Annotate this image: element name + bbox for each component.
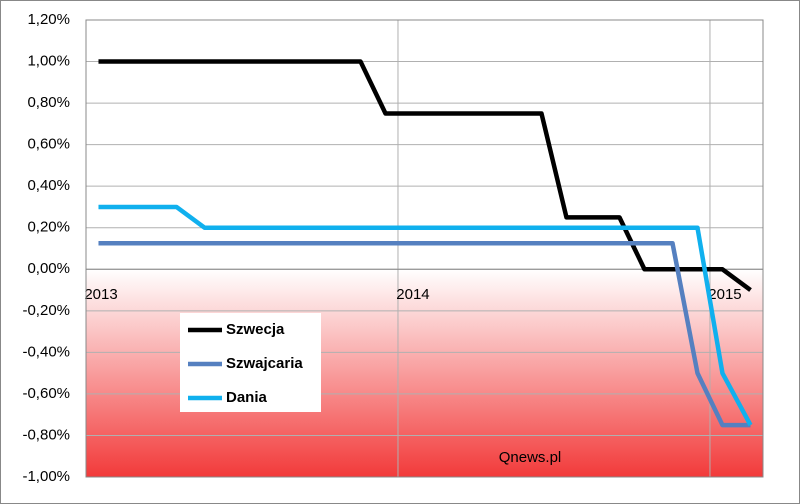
legend-label: Szwecja <box>226 321 285 338</box>
y-tick-label: 0,20% <box>27 219 70 236</box>
series-line <box>98 59 752 292</box>
y-tick-label: -0,40% <box>22 343 70 360</box>
y-tick-label: 0,80% <box>27 94 70 111</box>
y-tick-label: 0,40% <box>27 177 70 194</box>
x-tick-label: 2013 <box>84 286 117 303</box>
legend-label: Szwajcaria <box>226 355 303 372</box>
series-line <box>98 241 751 428</box>
y-tick-label: -0,60% <box>22 385 70 402</box>
series-line <box>98 204 753 427</box>
y-tick-label: 1,20% <box>27 11 70 28</box>
plot-border <box>85 19 764 478</box>
y-tick-label: -0,80% <box>22 426 70 443</box>
x-tick-label: 2015 <box>708 286 741 303</box>
y-tick-label: 0,00% <box>27 260 70 277</box>
y-tick-label: -1,00% <box>22 468 70 485</box>
legend-label: Dania <box>226 389 268 406</box>
y-tick-label: -0,20% <box>22 302 70 319</box>
annotation: Qnews.pl <box>499 449 562 466</box>
y-tick-label: 0,60% <box>27 136 70 153</box>
x-tick-label: 2014 <box>396 286 429 303</box>
y-tick-label: 1,00% <box>27 53 70 70</box>
